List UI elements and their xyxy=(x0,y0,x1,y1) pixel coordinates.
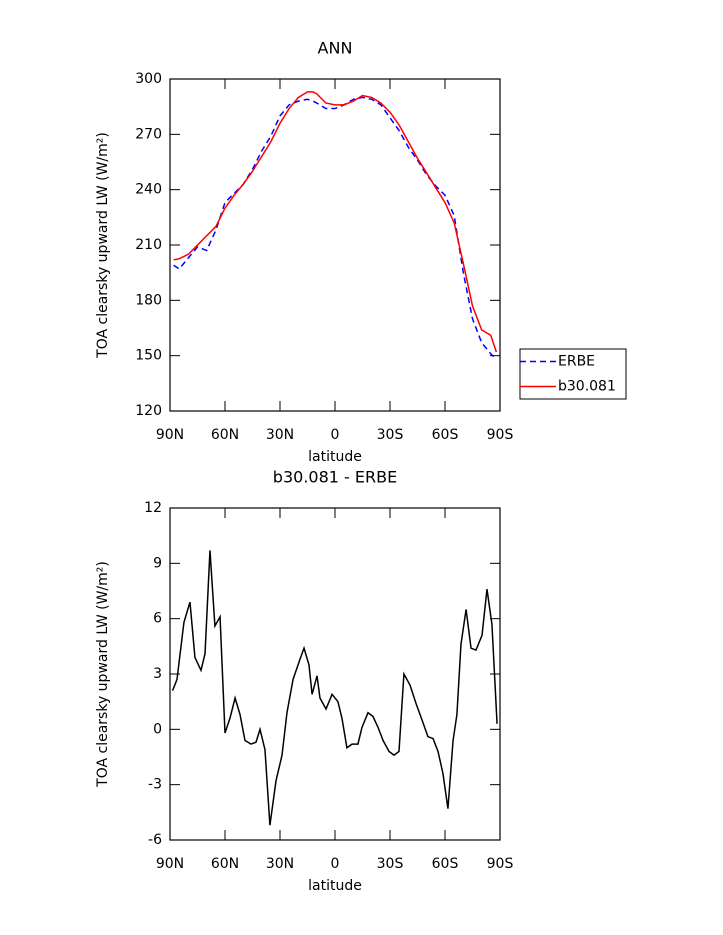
legend-label: b30.081 xyxy=(558,379,616,395)
data-line xyxy=(171,550,498,826)
y-tick-label: 3 xyxy=(153,666,162,682)
y-axis-label: TOA clearsky upward LW (W/m²) xyxy=(95,561,111,788)
y-tick-label: -3 xyxy=(148,777,162,793)
x-tick-label: 0 xyxy=(331,427,340,443)
y-tick-label: 150 xyxy=(135,348,162,364)
y-axis-label: TOA clearsky upward LW (W/m²) xyxy=(95,132,111,359)
legend-label: ERBE xyxy=(558,354,595,370)
y-tick-label: 120 xyxy=(135,403,162,419)
x-tick-label: 30S xyxy=(377,427,404,443)
x-tick-label: 60S xyxy=(432,856,459,872)
x-tick-label: 60N xyxy=(211,856,239,872)
x-axis-label: latitude xyxy=(308,878,362,894)
x-tick-label: 60S xyxy=(432,427,459,443)
x-axis-label: latitude xyxy=(308,449,362,465)
chart-title: ANN xyxy=(318,39,353,58)
y-tick-label: 0 xyxy=(153,721,162,737)
x-tick-label: 60N xyxy=(211,427,239,443)
y-tick-label: 270 xyxy=(135,126,162,142)
y-tick-label: -6 xyxy=(148,832,162,848)
data-line xyxy=(173,96,497,360)
data-line xyxy=(173,91,498,353)
y-tick-label: 180 xyxy=(135,292,162,308)
x-tick-label: 0 xyxy=(331,856,340,872)
plot-frame xyxy=(169,78,501,412)
legend-box xyxy=(519,348,627,400)
x-tick-label: 90S xyxy=(487,856,514,872)
x-tick-label: 30S xyxy=(377,856,404,872)
y-tick-label: 9 xyxy=(153,555,162,571)
y-tick-label: 210 xyxy=(135,237,162,253)
x-tick-label: 30N xyxy=(266,856,294,872)
y-tick-label: 6 xyxy=(153,611,162,627)
y-tick-label: 300 xyxy=(135,71,162,87)
y-tick-label: 240 xyxy=(135,182,162,198)
plot-frame xyxy=(169,507,501,841)
x-tick-label: 90N xyxy=(156,856,184,872)
x-tick-label: 90N xyxy=(156,427,184,443)
y-tick-label: 12 xyxy=(144,500,162,516)
x-tick-label: 30N xyxy=(266,427,294,443)
x-tick-label: 90S xyxy=(487,427,514,443)
chart-title: b30.081 - ERBE xyxy=(273,468,397,487)
